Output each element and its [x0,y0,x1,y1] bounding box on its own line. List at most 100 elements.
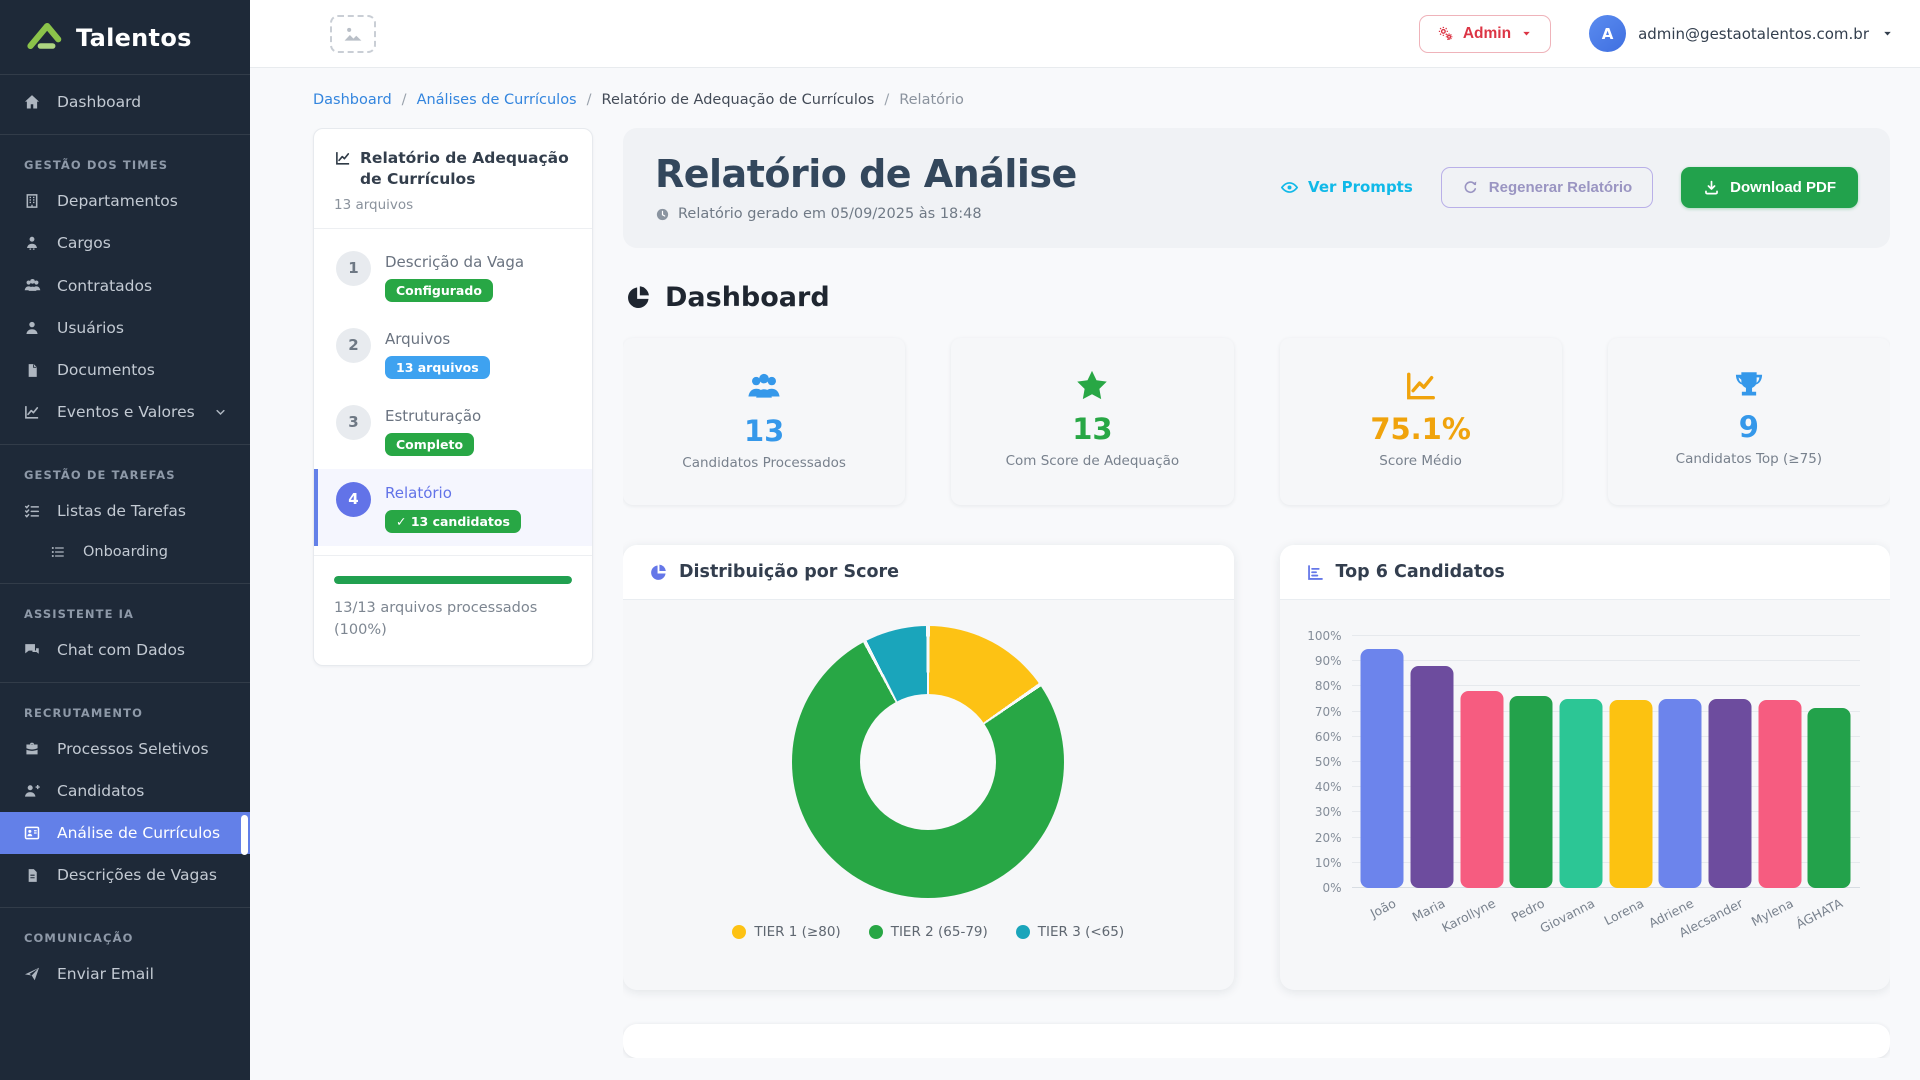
breadcrumb-item-relatorio: Relatório [899,92,964,108]
y-axis-tick: 80% [1314,679,1342,694]
bar-column-maria: Maria [1407,636,1457,925]
x-axis-label: Karollyne [1438,895,1498,936]
breadcrumb-item-dashboard[interactable]: Dashboard [313,92,392,108]
stat-value: 13 [743,414,785,448]
eye-icon [1280,178,1299,197]
download-pdf-button[interactable]: Download PDF [1681,166,1858,208]
score-distribution-card: Distribuição por Score TIER 1 (≥80) TIER … [623,545,1234,990]
sidebar-item-label: Dashboard [57,93,142,111]
logo[interactable]: Talentos [0,0,250,75]
y-axis-tick: 70% [1314,704,1342,719]
sidebar-item-contratados[interactable]: Contratados [0,264,250,307]
bar-column-pedro: Pedro [1506,636,1556,925]
y-axis-tick: 20% [1314,830,1342,845]
charts-row: Distribuição por Score TIER 1 (≥80) TIER … [623,545,1890,990]
gears-icon [1437,25,1454,42]
legend-dot [732,925,747,939]
bars-container: João Maria Karollyne Pedro Giovanna Lorena Adr… [1358,636,1855,940]
person-icon [23,319,41,337]
sidebar-scrollbar-thumb[interactable] [241,815,248,855]
breadcrumb-item-relatorio-de-adequacao-de-curriculos: Relatório de Adequação de Currículos [601,92,875,108]
user-menu[interactable]: A admin@gestaotalentos.com.br [1589,15,1894,52]
gridline [1351,635,1860,636]
admin-label: Admin [1462,24,1512,42]
caret-down-icon [1520,27,1533,40]
stat-users-big-icon [745,368,783,406]
broken-logo-image-placeholder [330,14,376,53]
y-axis-tick: 40% [1314,780,1342,795]
legend-item-tier-1-80[interactable]: TIER 1 (≥80) [732,924,841,940]
sidebar-item-candidatos[interactable]: Candidatos [0,770,250,812]
sidebar-item-chat-com-dados[interactable]: Chat com Dados [0,629,250,671]
step-relatorio[interactable]: 4 Relatório ✓ 13 candidatos [314,468,592,546]
sidebar-item-label: Processos Seletivos [57,740,209,758]
bar-maria[interactable] [1410,666,1454,888]
sidebar-item-usuarios[interactable]: Usuários [0,307,250,349]
sidebar-section-label: ASSISTENTE IA [24,607,135,621]
gridline [1351,887,1860,888]
bar-column-aghata: ÁGHATA [1793,636,1854,932]
bar-column-giovanna: Giovanna [1537,636,1606,936]
report-column: Relatório de Análise Relatório gerado em… [623,128,1890,1058]
bar-chart-title: Top 6 Candidatos [1335,562,1505,582]
gridline [1351,710,1860,712]
breadcrumb-separator: / [401,92,407,108]
bar-lorena[interactable] [1609,700,1653,888]
step-arquivos[interactable]: 2 Arquivos 13 arquivos [314,315,592,392]
legend-item-tier-2-65-79[interactable]: TIER 2 (65-79) [868,924,988,940]
sidebar-item-dashboard[interactable]: Dashboard [0,81,250,123]
sidebar-item-descricoes-de-vagas[interactable]: Descrições de Vagas [0,854,250,896]
x-axis-label: Mylena [1748,895,1796,930]
pie-chart-small-icon [649,563,668,582]
sidebar-item-onboarding[interactable]: Onboarding [0,532,250,572]
admin-menu-button[interactable]: Admin [1418,14,1552,53]
step-number: 4 [336,481,371,517]
bar-giovanna[interactable] [1559,699,1603,888]
legend-item-tier-3-65[interactable]: TIER 3 (<65) [1015,924,1124,940]
bar-aghata[interactable] [1807,707,1851,888]
gridline [1351,735,1860,737]
stat-card-candidatos-top-75: 9 Candidatos Top (≥75) [1607,338,1890,505]
download-label: Download PDF [1730,178,1836,196]
sidebar-item-label: Departamentos [57,192,178,210]
sidebar-item-enviar-email[interactable]: Enviar Email [0,953,250,995]
bar-joao[interactable] [1360,648,1404,888]
step-descricao-da-vaga[interactable]: 1 Descrição da Vaga Configurado [314,238,592,315]
y-axis-tick: 100% [1307,629,1342,643]
ver-prompts-button[interactable]: Ver Prompts [1280,178,1413,197]
step-estruturacao[interactable]: 3 Estruturação Completo [314,392,592,469]
sidebar-item-listas-de-tarefas[interactable]: Listas de Tarefas [0,490,250,532]
bar-column-adriene: Adriene [1646,636,1705,931]
gridline [1351,836,1860,838]
bar-alecsander[interactable] [1708,699,1752,888]
step-status-badge: ✓ 13 candidatos [385,509,521,533]
sidebar-item-label: Contratados [57,276,153,295]
y-axis-tick: 90% [1314,654,1342,669]
sidebar-item-documentos[interactable]: Documentos [0,349,250,391]
bar-karollyne[interactable] [1460,691,1504,888]
steps-list: 1 Descrição da Vaga Configurado 2 Arquivos 13… [314,229,592,555]
sidebar-nav: Dashboard GESTÃO DOS TIMES Departamentos Ca… [0,75,250,995]
sidebar-item-eventos-e-valores[interactable]: Eventos e Valores [0,391,250,433]
regenerate-report-button[interactable]: Regenerar Relatório [1440,166,1654,208]
progress-fill [334,575,572,584]
sidebar-item-cargos[interactable]: Cargos [0,222,250,264]
person-badge-icon [23,234,41,252]
sidebar-item-label: Listas de Tarefas [57,502,186,520]
steps-panel: Relatório de Adequação de Currículos 13 … [313,128,593,667]
sidebar-item-analise-de-curriculos[interactable]: Análise de Currículos [0,812,250,855]
legend-dot [868,925,883,939]
sidebar-item-processos-seletivos[interactable]: Processos Seletivos [0,728,250,770]
bar-adriene[interactable] [1658,699,1702,888]
user-caret-down-icon [1881,27,1894,40]
breadcrumb-item-analises-de-curriculos[interactable]: Análises de Currículos [416,92,577,108]
donut-chart [792,626,1065,898]
bar-mylena[interactable] [1758,700,1802,888]
bar-pedro[interactable] [1509,696,1553,888]
donut-legend: TIER 1 (≥80) TIER 2 (65-79) TIER 3 (<65) [732,924,1124,940]
gridline [1351,811,1860,813]
sidebar-item-departamentos[interactable]: Departamentos [0,180,250,222]
progress-text: 13/13 arquivos processados (100%) [334,599,538,638]
ver-prompts-label: Ver Prompts [1308,178,1413,196]
